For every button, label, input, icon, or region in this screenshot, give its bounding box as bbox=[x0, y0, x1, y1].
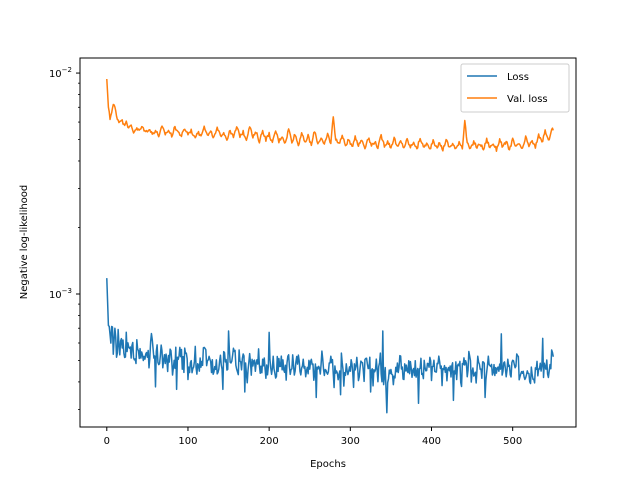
plot-frame bbox=[79, 57, 577, 428]
y-tick-label: 10−2 bbox=[49, 66, 72, 80]
x-axis-ticks: 0 100 200 300 400 500 bbox=[104, 427, 522, 447]
legend-label-loss: Loss bbox=[507, 72, 529, 83]
legend: Loss Val. loss bbox=[460, 63, 570, 113]
x-axis-label: Epochs bbox=[310, 459, 346, 470]
x-tick-label: 300 bbox=[341, 436, 360, 447]
series-layer bbox=[106, 78, 555, 414]
x-tick-label: 0 bbox=[104, 436, 110, 447]
y-axis-label: Negative log-likelihood bbox=[19, 185, 30, 300]
x-tick-label: 400 bbox=[422, 436, 441, 447]
series-line-val-loss bbox=[106, 78, 554, 153]
x-tick-label: 500 bbox=[503, 436, 522, 447]
x-tick-label: 200 bbox=[260, 436, 279, 447]
y-tick-label: 10−3 bbox=[49, 287, 72, 301]
legend-label-val-loss: Val. loss bbox=[507, 94, 548, 105]
x-tick-label: 100 bbox=[178, 436, 197, 447]
series-line-loss bbox=[106, 278, 555, 414]
